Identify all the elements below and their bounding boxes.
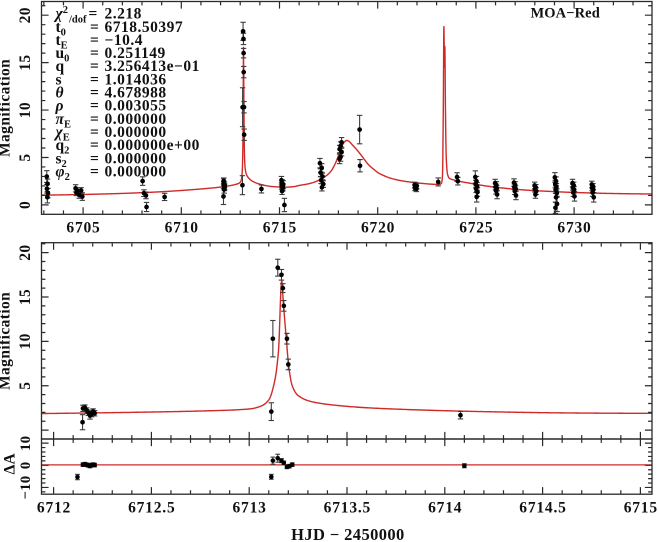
svg-text:χ2/dof: χ2/dof — [54, 5, 87, 26]
svg-text:5: 5 — [17, 153, 34, 161]
svg-text:4.678988: 4.678988 — [105, 85, 167, 102]
svg-text:6715: 6715 — [263, 220, 297, 237]
svg-text:φ2: φ2 — [56, 163, 70, 183]
svg-text:ΔA: ΔA — [2, 452, 19, 474]
svg-text:s2: s2 — [56, 150, 67, 170]
svg-text:20: 20 — [17, 7, 34, 23]
svg-text:θ: θ — [56, 85, 64, 102]
svg-text:2.218: 2.218 — [105, 6, 142, 23]
svg-text:10: 10 — [18, 436, 34, 451]
svg-text:3.256413e−01: 3.256413e−01 — [105, 58, 200, 75]
svg-text:0.000000: 0.000000 — [105, 163, 167, 180]
svg-text:=: = — [90, 124, 99, 141]
svg-text:=: = — [90, 137, 99, 154]
svg-text:6714: 6714 — [428, 500, 462, 517]
svg-text:0: 0 — [18, 461, 34, 469]
svg-text:−10.4: −10.4 — [105, 32, 143, 49]
svg-text:6720: 6720 — [361, 220, 395, 237]
svg-text:=: = — [90, 71, 99, 88]
svg-text:−10: −10 — [18, 475, 34, 499]
svg-text:Magnification: Magnification — [0, 292, 14, 390]
svg-text:=: = — [90, 98, 99, 115]
svg-text:20: 20 — [17, 244, 34, 260]
svg-text:0.000000: 0.000000 — [105, 124, 167, 141]
svg-text:6714.5: 6714.5 — [519, 500, 566, 517]
svg-text:6705: 6705 — [66, 220, 100, 237]
svg-text:πE: πE — [56, 111, 71, 131]
svg-text:=: = — [90, 111, 99, 128]
svg-text:0.000000e+00: 0.000000e+00 — [105, 137, 200, 154]
svg-text:=: = — [90, 19, 99, 36]
svg-text:0.000000: 0.000000 — [105, 111, 167, 128]
svg-text:6710: 6710 — [165, 220, 199, 237]
svg-text:10: 10 — [17, 102, 34, 118]
svg-text:q: q — [56, 58, 65, 75]
svg-text:=: = — [90, 45, 99, 62]
svg-text:0.251149: 0.251149 — [105, 45, 166, 62]
svg-text:15: 15 — [17, 54, 34, 70]
svg-text:Magnification: Magnification — [0, 59, 14, 157]
svg-text:10: 10 — [17, 333, 34, 349]
svg-text:=: = — [90, 163, 99, 180]
svg-text:6725: 6725 — [459, 220, 493, 237]
svg-text:ρ: ρ — [55, 98, 64, 115]
svg-text:15: 15 — [17, 289, 34, 305]
svg-text:6715: 6715 — [624, 500, 658, 517]
svg-text:t0: t0 — [56, 19, 66, 39]
svg-text:=: = — [90, 85, 99, 102]
svg-text:=: = — [90, 58, 99, 75]
svg-text:χE: χE — [54, 124, 70, 144]
svg-text:=: = — [90, 150, 99, 167]
svg-text:HJD − 2450000: HJD − 2450000 — [291, 525, 405, 542]
svg-text:0.000000: 0.000000 — [105, 150, 167, 167]
svg-text:=: = — [90, 32, 99, 49]
svg-text:6713: 6713 — [232, 500, 266, 517]
svg-text:0: 0 — [17, 201, 34, 209]
svg-text:1.014036: 1.014036 — [105, 71, 167, 88]
svg-text:6712.5: 6712.5 — [128, 500, 175, 517]
svg-text:6718.50397: 6718.50397 — [105, 19, 184, 36]
svg-text:6730: 6730 — [557, 220, 591, 237]
svg-text:s: s — [56, 71, 62, 88]
svg-text:=: = — [89, 6, 98, 23]
svg-text:MOA−Red: MOA−Red — [531, 5, 600, 21]
svg-text:0.003055: 0.003055 — [105, 98, 167, 115]
svg-text:6712: 6712 — [37, 500, 71, 517]
svg-text:5: 5 — [17, 382, 34, 390]
svg-text:6713.5: 6713.5 — [324, 500, 371, 517]
